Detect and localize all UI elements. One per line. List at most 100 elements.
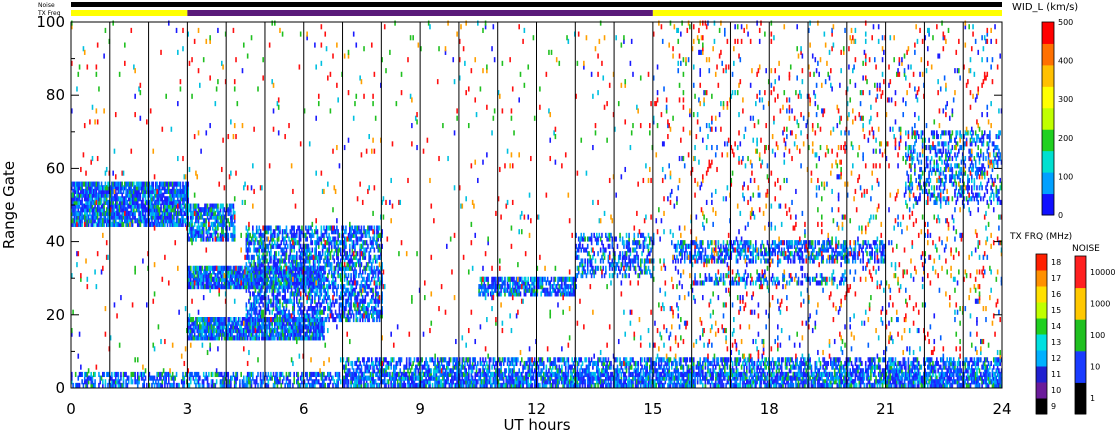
data-cell [333,269,336,275]
data-cell [276,320,279,326]
data-cell [355,225,358,231]
data-cell [245,302,248,308]
data-cell [111,214,113,220]
data-cell [250,327,253,334]
data-cell [218,265,221,271]
data-cell [111,221,113,227]
data-cell [250,254,253,260]
data-cell [306,236,308,242]
data-cell [220,203,223,209]
data-cell [199,335,201,341]
data-cell [254,331,257,337]
data-cell [293,254,296,260]
data-cell [249,273,252,279]
data-cell [233,273,236,279]
data-cell [349,262,351,268]
data-cell [264,317,267,323]
data-cell [240,276,242,282]
data-cell [143,203,146,209]
data-cell [173,214,175,220]
data-cell [295,317,298,323]
data-cell [179,218,182,224]
data-cell [333,240,336,246]
data-cell [187,327,189,334]
data-cell [350,225,352,231]
data-cell [307,276,310,282]
data-cell [171,218,174,224]
data-cell [112,185,114,191]
data-cell [77,185,80,191]
data-cell [290,291,293,297]
data-cell [305,236,307,242]
data-cell [156,192,158,198]
data-cell [140,181,143,187]
data-cell [189,218,192,224]
data-cell [95,188,98,195]
data-cell [202,236,205,242]
data-cell [205,327,208,334]
data-cell [91,188,94,195]
data-cell [312,313,315,319]
data-cell [280,247,283,253]
data-cell [111,210,113,216]
data-cell [210,273,213,279]
data-cell [166,218,169,224]
data-cell [157,199,160,205]
data-cell [107,221,109,227]
data-cell [605,265,607,271]
data-cell [305,243,307,249]
data-cell [330,280,333,286]
data-cell [138,214,140,220]
data-cell [293,331,296,337]
data-cell [316,284,319,290]
data-cell [286,273,289,279]
data-cell [231,280,233,286]
data-cell [264,327,267,334]
data-cell [262,295,264,301]
data-cell [264,276,267,282]
data-cell [94,218,96,224]
data-cell [270,320,272,326]
data-cell [104,199,107,205]
data-cell [237,280,240,286]
data-cell [96,210,99,216]
data-cell [82,203,85,209]
data-cell [321,324,324,330]
data-cell [257,335,259,341]
data-cell [231,327,233,334]
data-cell [286,298,289,304]
data-cell [253,317,255,323]
data-cell [252,225,254,231]
data-cell [550,276,553,282]
data-cell [305,331,307,337]
data-cell [148,210,151,216]
data-cell [349,251,351,257]
data-cell [356,295,359,301]
data-cell [303,331,306,337]
data-cell [311,280,314,286]
data-cell [105,221,108,227]
data-cell [298,273,301,279]
data-cell [259,269,262,275]
data-cell [347,236,350,242]
data-cell [174,207,177,213]
data-cell [219,236,222,242]
data-cell [298,306,301,312]
data-cell [267,247,270,253]
data-cell [91,214,94,220]
data-cell [217,265,219,271]
data-cell [267,229,270,235]
data-cell [316,302,319,308]
data-cell [86,210,89,216]
data-cell [152,185,155,191]
data-cell [240,335,242,341]
data-cell [266,251,268,257]
data-cell [160,192,162,198]
data-cell [334,280,337,286]
data-cell [217,327,219,334]
data-cell [349,302,351,308]
data-cell [102,203,104,209]
data-cell [334,309,337,315]
data-cell [276,240,279,246]
data-cell [161,185,164,191]
